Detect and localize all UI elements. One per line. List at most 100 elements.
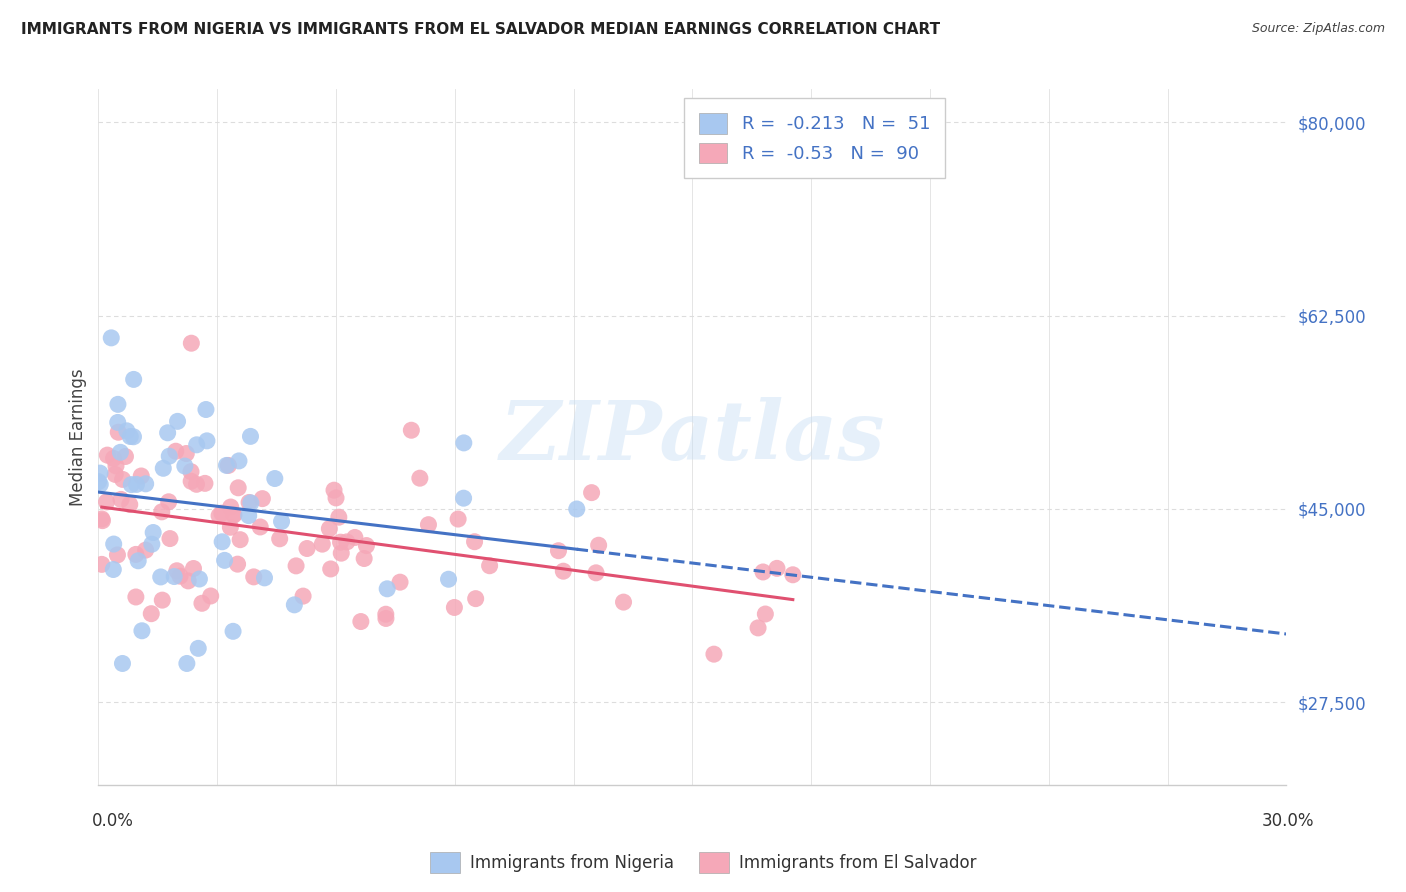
Point	[180, 336, 202, 351]
Point	[612, 595, 634, 609]
Point	[163, 569, 186, 583]
Point	[89, 466, 111, 480]
Point	[169, 569, 191, 583]
Point	[194, 402, 217, 417]
Point	[191, 596, 214, 610]
Point	[239, 496, 262, 510]
Point	[336, 534, 359, 549]
Point	[478, 558, 501, 573]
Point	[195, 434, 218, 448]
Point	[157, 449, 180, 463]
Point	[110, 492, 132, 507]
Point	[222, 624, 245, 639]
Point	[311, 537, 333, 551]
Point	[141, 537, 163, 551]
Point	[89, 477, 111, 491]
Text: Source: ZipAtlas.com: Source: ZipAtlas.com	[1251, 22, 1385, 36]
Legend: R =  -0.213   N =  51, R =  -0.53   N =  90: R = -0.213 N = 51, R = -0.53 N = 90	[685, 98, 945, 178]
Point	[122, 372, 145, 386]
Point	[186, 438, 208, 452]
Point	[565, 502, 588, 516]
Y-axis label: Median Earnings: Median Earnings	[69, 368, 87, 506]
Point	[127, 554, 149, 568]
Point	[211, 534, 233, 549]
Point	[285, 558, 308, 573]
Point	[118, 498, 141, 512]
Point	[90, 512, 112, 526]
Point	[215, 458, 238, 473]
Point	[588, 538, 610, 552]
Point	[105, 458, 128, 473]
Point	[323, 483, 346, 498]
Point	[270, 515, 292, 529]
Point	[125, 477, 148, 491]
Point	[107, 416, 129, 430]
Point	[401, 423, 423, 437]
Point	[107, 548, 129, 562]
Point	[228, 454, 250, 468]
Point	[111, 657, 134, 671]
Point	[183, 561, 205, 575]
Point	[453, 436, 475, 450]
Point	[238, 495, 260, 509]
Point	[177, 574, 200, 588]
Point	[754, 607, 776, 621]
Point	[107, 397, 129, 411]
Point	[114, 450, 136, 464]
Point	[242, 570, 264, 584]
Point	[110, 445, 132, 459]
Point	[350, 615, 373, 629]
Point	[87, 475, 110, 489]
Point	[180, 465, 202, 479]
Point	[283, 598, 305, 612]
Point	[752, 565, 775, 579]
Point	[173, 459, 195, 474]
Point	[253, 571, 276, 585]
Point	[214, 553, 236, 567]
Point	[157, 495, 180, 509]
Point	[374, 607, 396, 622]
Point	[103, 451, 125, 466]
Legend: Immigrants from Nigeria, Immigrants from El Salvador: Immigrants from Nigeria, Immigrants from…	[423, 846, 983, 880]
Point	[115, 424, 138, 438]
Point	[149, 570, 172, 584]
Point	[211, 506, 233, 520]
Point	[553, 564, 575, 578]
Point	[329, 535, 352, 549]
Point	[292, 589, 315, 603]
Point	[766, 561, 789, 575]
Point	[150, 505, 173, 519]
Point	[122, 430, 145, 444]
Point	[208, 508, 231, 523]
Point	[409, 471, 432, 485]
Point	[437, 572, 460, 586]
Text: IMMIGRANTS FROM NIGERIA VS IMMIGRANTS FROM EL SALVADOR MEDIAN EARNINGS CORRELATI: IMMIGRANTS FROM NIGERIA VS IMMIGRANTS FR…	[21, 22, 941, 37]
Point	[159, 532, 181, 546]
Point	[443, 600, 465, 615]
Point	[200, 589, 222, 603]
Point	[328, 510, 350, 524]
Point	[239, 429, 262, 443]
Text: 30.0%: 30.0%	[1263, 812, 1315, 830]
Point	[782, 567, 804, 582]
Point	[356, 539, 378, 553]
Text: 0.0%: 0.0%	[91, 812, 134, 830]
Point	[343, 531, 366, 545]
Point	[238, 508, 260, 523]
Point	[96, 495, 118, 509]
Point	[90, 558, 112, 572]
Point	[249, 520, 271, 534]
Point	[226, 557, 249, 571]
Point	[464, 534, 486, 549]
Point	[581, 485, 603, 500]
Point	[217, 458, 239, 473]
Point	[150, 593, 173, 607]
Point	[194, 476, 217, 491]
Point	[375, 582, 398, 596]
Point	[180, 475, 202, 489]
Point	[330, 546, 353, 560]
Point	[100, 331, 122, 345]
Point	[186, 477, 208, 491]
Point	[188, 572, 211, 586]
Point	[353, 551, 375, 566]
